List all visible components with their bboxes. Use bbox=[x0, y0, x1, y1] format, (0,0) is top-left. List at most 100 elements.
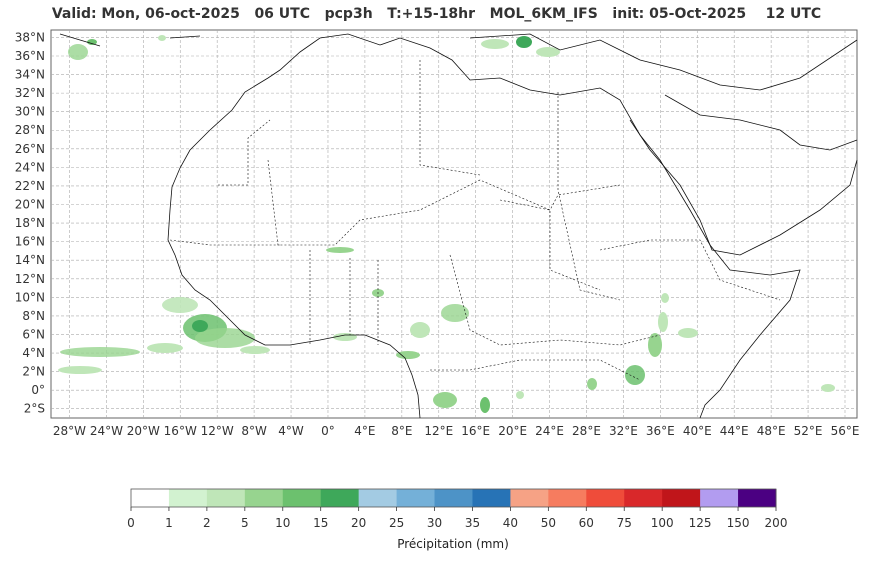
lon-label: 36°E bbox=[646, 424, 675, 438]
colorbar-tick-label: 125 bbox=[689, 516, 712, 530]
colorbar-tick-label: 75 bbox=[617, 516, 632, 530]
precip-patch bbox=[648, 333, 662, 357]
colorbar-tick-label: 40 bbox=[503, 516, 518, 530]
colorbar-segment bbox=[434, 489, 473, 507]
lat-label: 0° bbox=[31, 383, 45, 397]
lat-label: 22°N bbox=[15, 179, 45, 193]
border-line bbox=[599, 239, 781, 301]
precip-patch bbox=[661, 293, 669, 303]
lon-label: 40°E bbox=[683, 424, 712, 438]
precip-patch bbox=[516, 36, 532, 48]
colorbar-tick-label: 2 bbox=[203, 516, 211, 530]
lat-label: 26°N bbox=[15, 142, 45, 156]
precip-patch bbox=[587, 378, 597, 390]
colorbar-segment bbox=[396, 489, 436, 507]
colorbar-tick-label: 15 bbox=[313, 516, 328, 530]
africa-coastline bbox=[167, 33, 801, 419]
lat-label: 2°S bbox=[24, 402, 45, 416]
map-frame bbox=[50, 29, 858, 419]
precip-patch bbox=[147, 343, 183, 353]
country-borders bbox=[169, 60, 781, 381]
colorbar-tick-label: 10 bbox=[275, 516, 290, 530]
lat-label: 2°N bbox=[22, 365, 45, 379]
lon-label: 52°E bbox=[794, 424, 823, 438]
lon-label: 28°E bbox=[572, 424, 601, 438]
colorbar-tick-label: 25 bbox=[389, 516, 404, 530]
precip-patch bbox=[58, 366, 102, 374]
colorbar-label: Précipitation (mm) bbox=[397, 537, 509, 551]
lat-label: 6°N bbox=[22, 327, 45, 341]
precip-patch bbox=[396, 351, 420, 359]
lat-label: 14°N bbox=[15, 253, 45, 267]
precip-patch bbox=[162, 297, 198, 313]
colorbar-tick-label: 150 bbox=[727, 516, 750, 530]
lat-label: 20°N bbox=[15, 198, 45, 212]
precip-patch bbox=[441, 304, 469, 322]
lon-label: 44°E bbox=[720, 424, 749, 438]
colorbar-segment bbox=[320, 489, 360, 507]
border-line bbox=[218, 119, 271, 186]
lat-label: 24°N bbox=[15, 160, 45, 174]
lat-label: 16°N bbox=[15, 235, 45, 249]
lon-label: 28°W bbox=[53, 424, 86, 438]
lat-label: 32°N bbox=[15, 86, 45, 100]
lon-label: 48°E bbox=[757, 424, 786, 438]
precip-patch bbox=[625, 365, 645, 385]
arabia-coastline bbox=[629, 94, 858, 256]
colorbar-tick-label: 30 bbox=[427, 516, 442, 530]
precip-patch bbox=[60, 347, 140, 357]
colorbar-segment bbox=[548, 489, 587, 507]
colorbar-segment bbox=[358, 489, 398, 507]
precip-patch bbox=[192, 320, 208, 332]
lat-label: 36°N bbox=[15, 49, 45, 63]
border-line bbox=[169, 239, 280, 246]
lat-label: 18°N bbox=[15, 216, 45, 230]
lon-label: 24°W bbox=[90, 424, 123, 438]
coastlines-and-borders bbox=[59, 33, 858, 419]
colorbar-segment bbox=[472, 489, 511, 507]
lat-label: 8°N bbox=[22, 309, 45, 323]
colorbar-tick-label: 0 bbox=[127, 516, 135, 530]
precip-patch bbox=[410, 322, 430, 338]
precipitation-areas bbox=[58, 35, 835, 413]
lon-label: 4°E bbox=[354, 424, 375, 438]
colorbar-tick-label: 5 bbox=[241, 516, 249, 530]
precip-patch bbox=[68, 44, 88, 60]
precip-patch bbox=[195, 328, 255, 348]
precip-patch bbox=[821, 384, 835, 392]
lon-label: 24°E bbox=[535, 424, 564, 438]
lon-label: 56°E bbox=[831, 424, 860, 438]
lat-label: 4°N bbox=[22, 346, 45, 360]
colorbar-segment bbox=[662, 489, 701, 507]
lat-label: 28°N bbox=[15, 123, 45, 137]
colorbar-segment bbox=[206, 489, 246, 507]
colorbar-tick-label: 35 bbox=[465, 516, 480, 530]
lon-label: 8°W bbox=[241, 424, 267, 438]
axis-labels: 38°N 36°N 34°N 32°N 30°N 28°N 26°N 24°N 22°N 20°N… bbox=[15, 30, 860, 438]
colorbar-tick-label: 200 bbox=[765, 516, 788, 530]
lon-label: 0° bbox=[321, 424, 335, 438]
lat-label: 30°N bbox=[15, 105, 45, 119]
colorbar-segment bbox=[168, 489, 208, 507]
precip-patch bbox=[678, 328, 698, 338]
europe-coastline bbox=[59, 33, 858, 91]
map-title: Valid: Mon, 06-oct-2025 06 UTC pcp3h T:+… bbox=[51, 6, 822, 22]
precip-patch bbox=[158, 35, 166, 41]
border-line bbox=[309, 250, 379, 345]
border-line bbox=[267, 159, 621, 246]
precip-patch bbox=[87, 39, 97, 45]
colorbar-tick-label: 60 bbox=[579, 516, 594, 530]
precip-patch bbox=[433, 392, 457, 408]
precip-patch bbox=[481, 39, 509, 49]
lon-label: 32°E bbox=[609, 424, 638, 438]
precip-patch bbox=[480, 397, 490, 413]
precip-patch bbox=[326, 247, 354, 253]
lat-label: 34°N bbox=[15, 68, 45, 82]
lon-label: 4°W bbox=[278, 424, 304, 438]
colorbar-tick-label: 20 bbox=[351, 516, 366, 530]
lat-label: 10°N bbox=[15, 290, 45, 304]
colorbar: 0 1 2 5 10 15 20 25 30 35 40 50 60 75 100 125 150 200 bbox=[127, 488, 788, 530]
colorbar-segment bbox=[738, 489, 777, 507]
colorbar-outline bbox=[130, 488, 777, 508]
